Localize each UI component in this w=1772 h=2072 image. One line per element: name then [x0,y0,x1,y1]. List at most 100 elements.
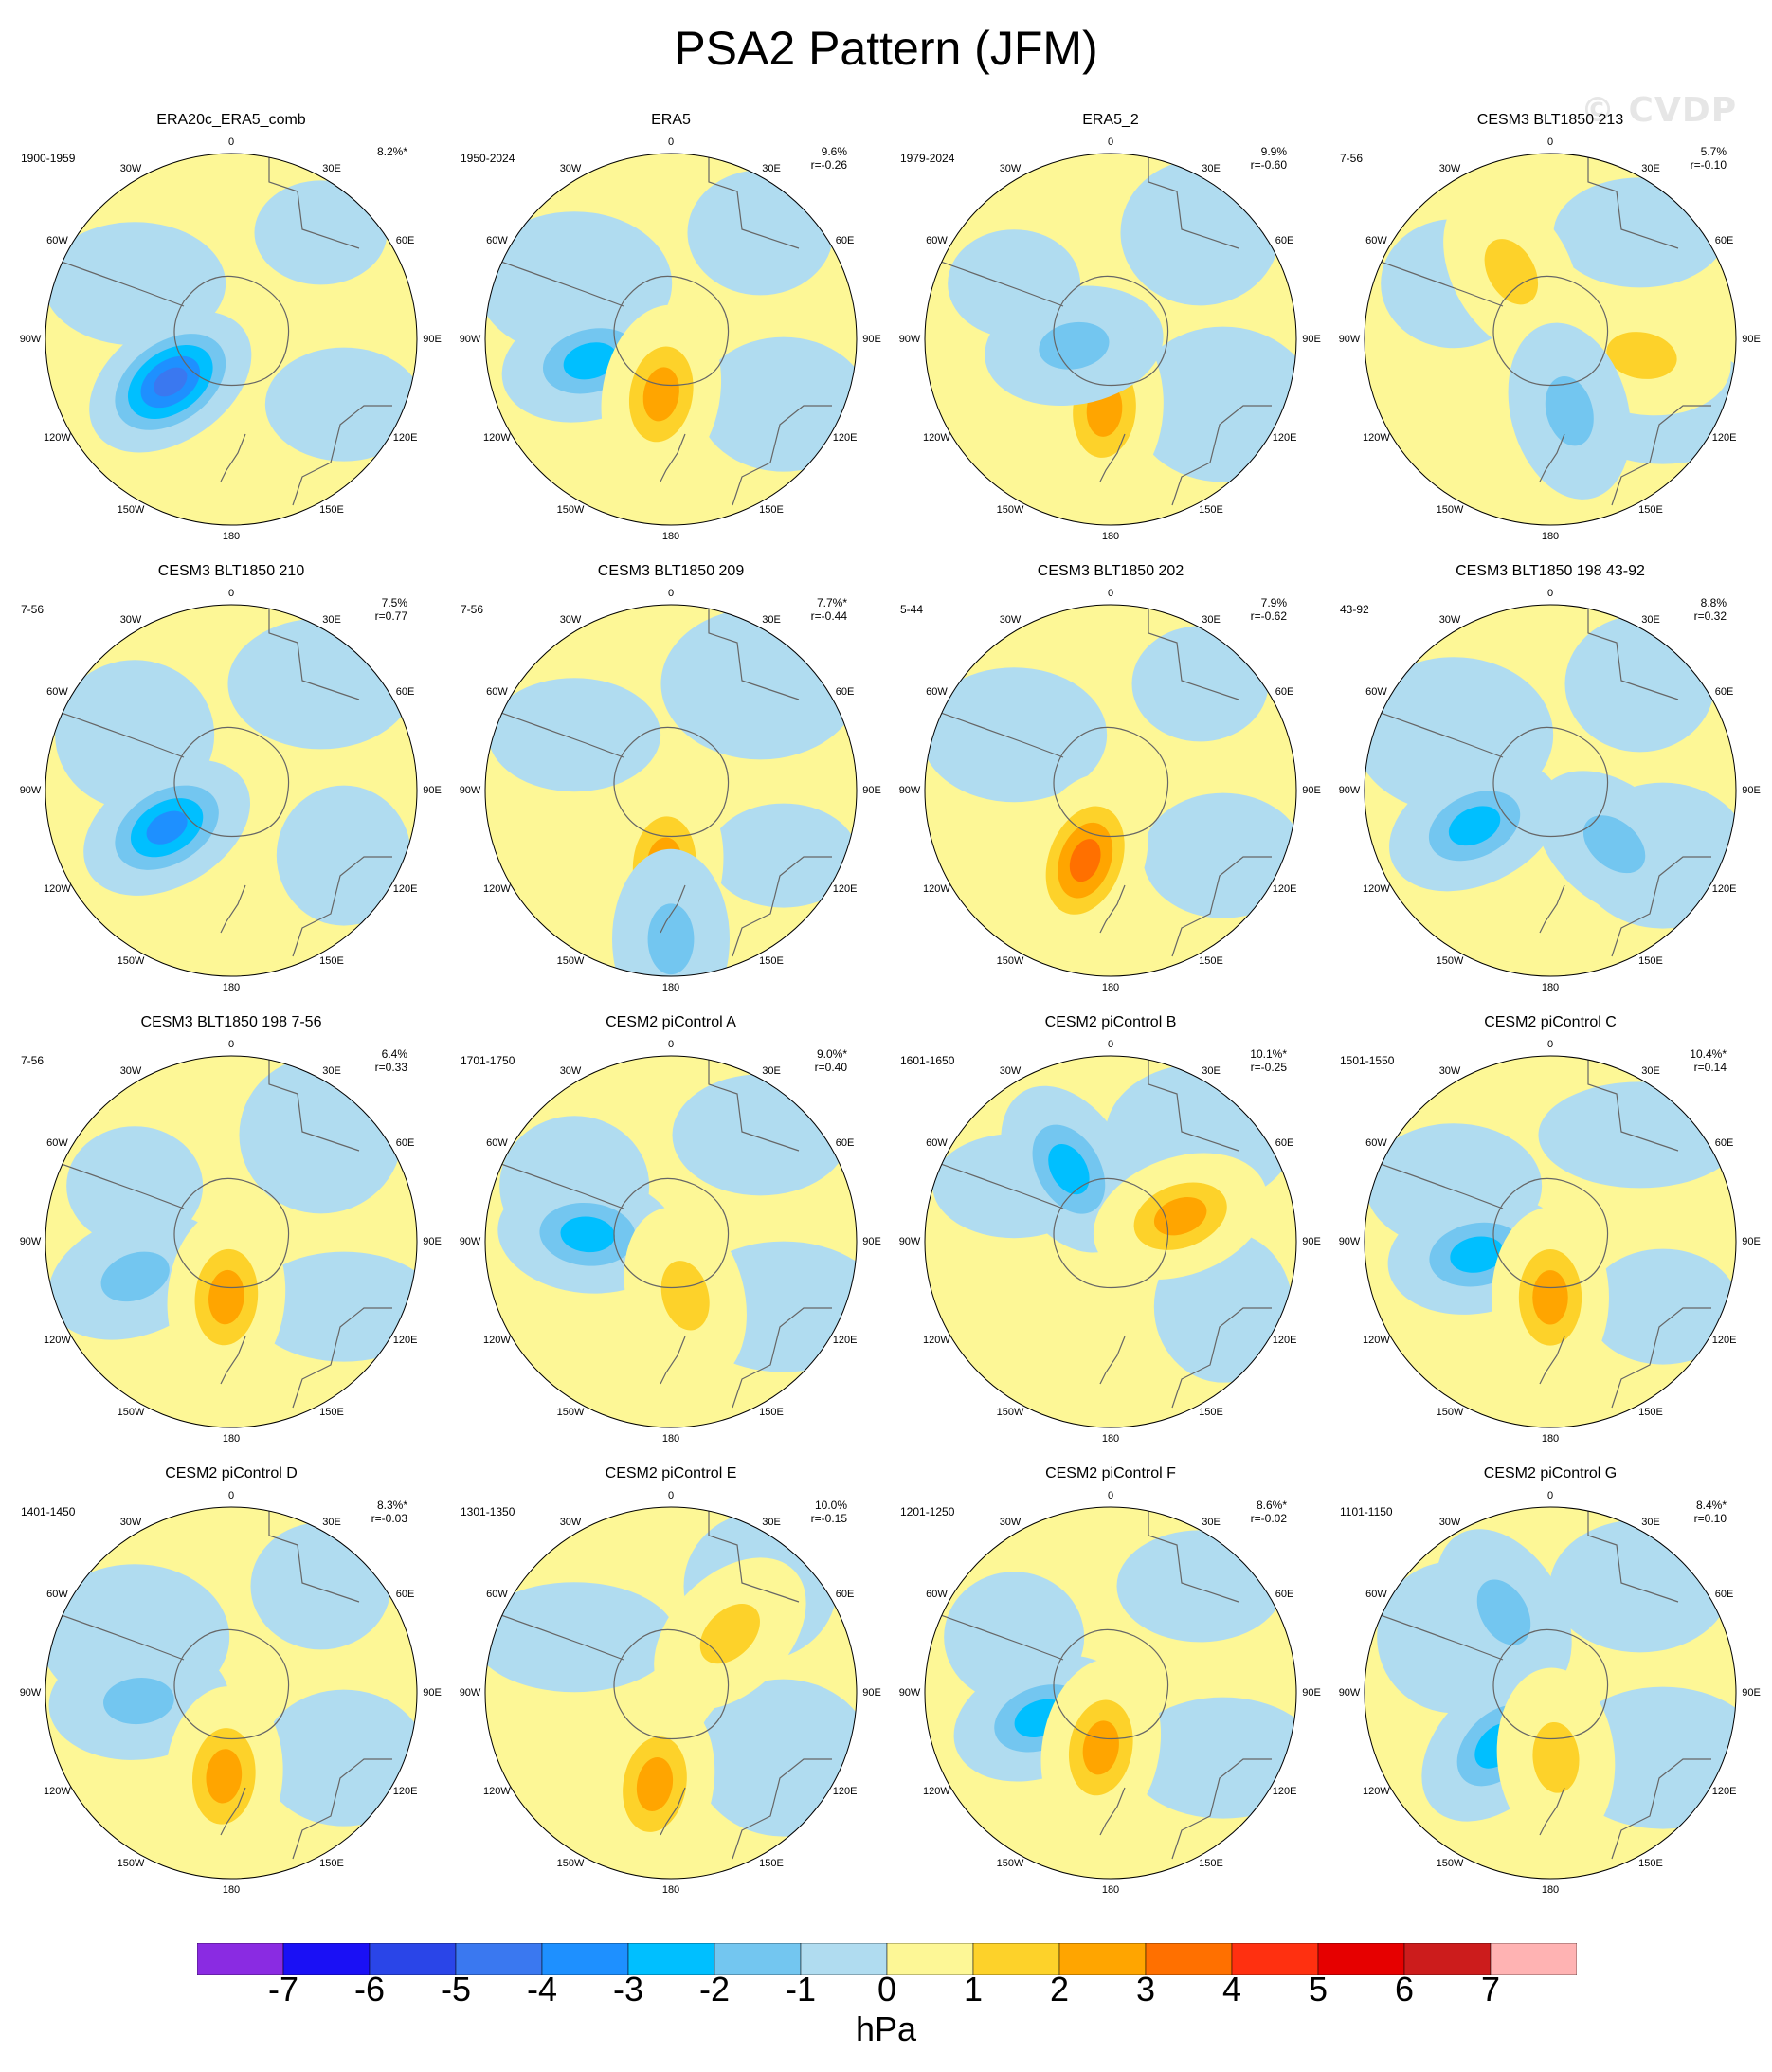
colorbar-swatch [1145,1943,1233,1975]
south-america-coastline [485,1153,624,1209]
panel-stats: 10.4%* r=0.14 [1690,1047,1727,1074]
longitude-label: 180 [661,531,680,542]
colorbar-units: hPa [855,2009,917,2048]
negative-anomaly-region [1120,159,1280,306]
longitude-label: 120E [392,883,418,895]
panel-title: CESM2 piControl C [1484,1014,1617,1030]
longitude-label: 120W [1363,1335,1390,1346]
colorbar-labels: -7 -6 -5 -4 -3 -2 -1 0 1 2 3 4 5 6 7 [0,1970,1772,2017]
longitude-label: 30E [1202,1516,1221,1528]
australia-coastline [732,856,832,957]
pattern-correlation: r=-0.44 [810,609,847,623]
negative-anomaly-region [250,1522,391,1650]
variance-percent: 8.6%* [1256,1499,1287,1512]
map-panel: CESM3 BLT1850 209 7-56 7.7%* r=-0.44 0 30E 60E… [451,563,891,1009]
longitude-label: 60W [46,686,68,698]
new-zealand-coastline [220,1336,246,1385]
longitude-label: 30W [119,1516,142,1528]
panel-stats: 8.3%* r=-0.03 [371,1499,407,1525]
map-boundary [924,1506,1297,1880]
longitude-label: 150W [996,1407,1024,1419]
negative-anomaly-region [925,667,1108,803]
longitude-label: 90W [898,785,921,796]
variance-percent: 9.0%* [816,1047,847,1061]
pattern-correlation: r=0.10 [1693,1512,1727,1525]
map-boundary [45,1055,418,1428]
longitude-label: 30W [1438,613,1461,626]
longitude-label: 150E [1199,1407,1223,1419]
longitude-label: 90E [862,334,881,345]
longitude-label: 120E [1711,432,1737,444]
new-zealand-coastline [660,884,686,934]
africa-coastline [708,605,800,700]
africa-coastline [1148,1507,1239,1603]
longitude-label: 150E [759,1858,784,1870]
polar-map [924,153,1297,526]
antarctica-coastline [1492,726,1609,838]
longitude-label: 30W [119,613,142,626]
africa-coastline [1587,1507,1679,1603]
negative-anomaly-contour [1450,1236,1505,1273]
antarctica-coastline [1053,275,1169,387]
longitude-label: 60E [1714,1589,1734,1600]
new-zealand-coastline [660,1787,686,1836]
map-panel: CESM3 BLT1850 213 7-56 5.7% r=-0.10 0 30E 60E 9… [1330,112,1770,557]
longitude-label: 150E [759,955,784,968]
longitude-label: 120E [1272,1335,1297,1346]
panel-title: ERA5_2 [1082,112,1139,128]
australia-coastline [292,405,392,506]
longitude-label: 120E [1272,432,1297,444]
polar-map [1364,153,1737,526]
panel-title: CESM3 BLT1850 198 7-56 [140,1014,322,1030]
colorbar-swatch [886,1943,974,1975]
longitude-label: 30W [119,1064,142,1077]
map-boundary [924,604,1297,977]
panel-title: CESM2 piControl B [1044,1014,1177,1030]
variance-percent: 7.7%* [816,596,847,609]
longitude-label: 0 [227,136,235,148]
south-america-coastline [925,1153,1064,1209]
panel-period: 1201-1250 [900,1505,955,1518]
pattern-correlation: r=0.32 [1693,609,1727,623]
pattern-correlation: r=0.77 [374,609,407,623]
longitude-label: 150E [319,955,344,968]
variance-percent: 9.9% [1260,145,1287,158]
longitude-label: 30E [322,613,341,626]
polar-map [45,1506,418,1880]
page-title: PSA2 Pattern (JFM) [674,22,1098,75]
longitude-label: 30E [762,613,781,626]
panel-stats: 9.0%* r=0.40 [815,1047,847,1074]
pattern-correlation: r=-0.10 [1690,158,1727,172]
panel-stats: 8.2%* [377,145,407,158]
australia-coastline [292,1758,392,1860]
longitude-label: 0 [667,136,675,148]
panel-stats: 8.4%* r=0.10 [1694,1499,1727,1525]
longitude-label: 120E [1711,1786,1737,1797]
polar-map [1364,604,1737,977]
longitude-label: 120E [832,1335,858,1346]
negative-anomaly-region [488,678,661,792]
new-zealand-coastline [1099,433,1126,482]
longitude-label: 150W [1436,1858,1464,1870]
map-boundary [45,153,418,526]
colorbar-swatch [1231,1943,1319,1975]
longitude-label: 120W [483,1335,511,1346]
longitude-label: 0 [227,1490,235,1501]
negative-anomaly-region [1564,615,1715,753]
positive-anomaly-contour [1484,239,1539,305]
longitude-label: 90W [1338,334,1361,345]
australia-coastline [1611,405,1711,506]
longitude-label: 90E [1742,1687,1761,1699]
positive-anomaly-contour [1532,1270,1568,1325]
longitude-label: 30W [559,1064,582,1077]
south-america-coastline [45,1153,185,1209]
map-boundary [1364,153,1737,526]
africa-coastline [708,1056,800,1152]
antarctica-coastline [613,1177,730,1289]
panel-title: ERA5 [651,112,691,128]
panel-stats: 9.9% r=-0.60 [1251,145,1287,172]
map-boundary [1364,604,1737,977]
panel-period: 7-56 [461,603,484,616]
australia-coastline [292,1307,392,1409]
new-zealand-coastline [1099,1336,1126,1385]
